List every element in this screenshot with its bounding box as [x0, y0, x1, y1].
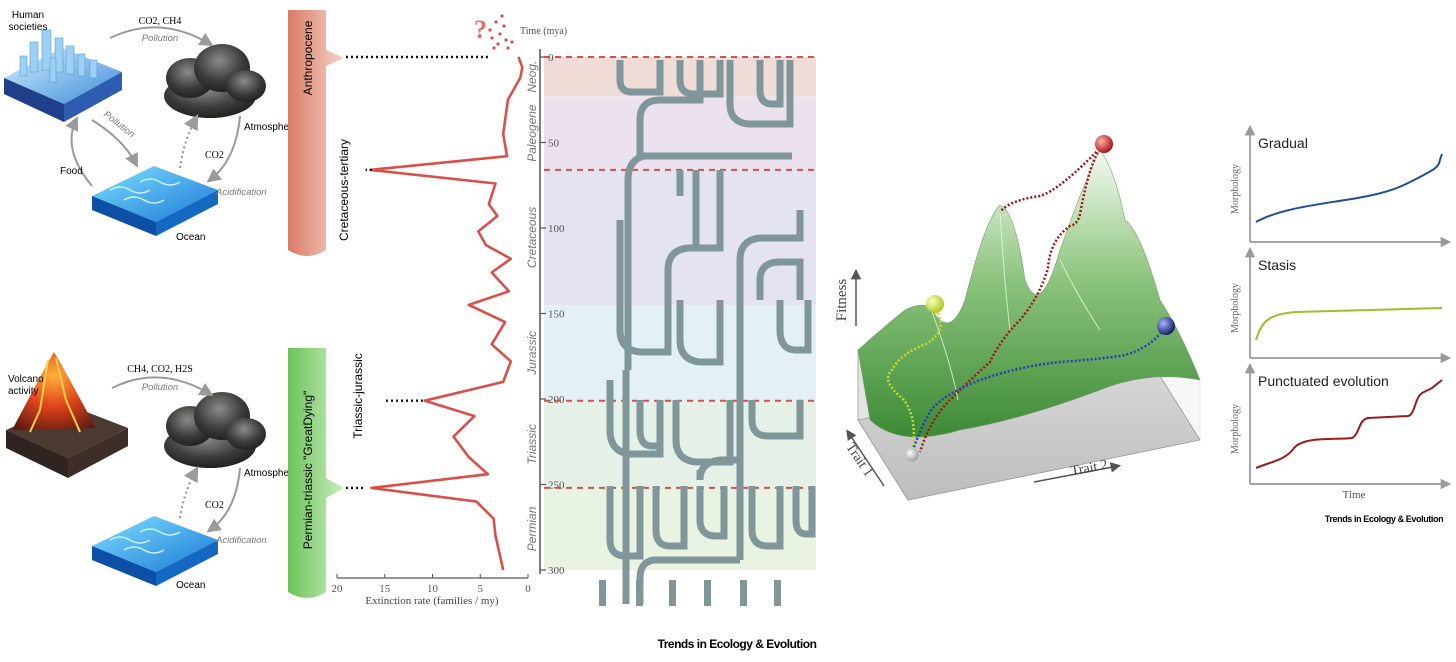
future-dot [500, 14, 504, 18]
pollution-arrow-side [91, 119, 138, 168]
co2-label-bottom: CO2 [205, 500, 224, 511]
tree-tips [599, 580, 781, 606]
rate-tick-label: 15 [379, 583, 391, 595]
period-label: Triassic [525, 424, 539, 464]
time-tick-label: 0 [548, 52, 554, 64]
time-tick-label: 300 [548, 565, 565, 577]
gas-label-bottom: CH4, CO2, H2S [127, 364, 193, 375]
rate-tick-label: 20 [332, 583, 344, 595]
mode-title: Stasis [1258, 257, 1296, 273]
time-tick-label: 50 [548, 138, 560, 150]
period-label: Permian [525, 506, 539, 551]
food-label: Food [60, 166, 83, 177]
ocean-tile-icon-bottom [92, 516, 218, 586]
city-tile-icon [4, 29, 122, 122]
cloud-icon-bottom [164, 392, 266, 468]
human-label-line1: Human [12, 10, 44, 21]
pollution-label-bottom: Pollution [142, 382, 178, 393]
volcano-label-line2: activity [8, 386, 39, 397]
period-band [544, 400, 816, 488]
co2-label-top: CO2 [205, 150, 224, 161]
cretaceous-event-label: Cretaceous-tertiary [337, 139, 351, 241]
mode-ylabel: Morphology [1230, 164, 1241, 214]
period-label: Cretaceous [525, 207, 539, 268]
pollution-label-side: Pollution [101, 109, 136, 140]
acidification-label-top: Acidification [215, 187, 267, 198]
ocean-tile-icon-top [92, 166, 218, 236]
credit-center: Trends in Ecology & Evolution [658, 637, 817, 651]
anthropocene-label: Anthropocene [301, 20, 315, 95]
future-dot [502, 24, 506, 28]
pollution-arrow-top [109, 26, 214, 47]
future-dot [504, 38, 508, 42]
question-mark: ? [474, 15, 487, 44]
future-dot [506, 46, 510, 50]
rate-tick-label: 5 [478, 583, 484, 595]
period-label: Neog. [525, 61, 539, 93]
triassic-event-label: Triassic-jurassic [351, 353, 365, 439]
blue-ball-icon [1157, 317, 1175, 335]
pollution-label-top: Pollution [142, 33, 178, 44]
time-tick-label: 150 [548, 309, 565, 321]
ocean-label-bottom: Ocean [176, 580, 205, 591]
anthropocene-banner: Anthropocene [288, 10, 344, 256]
time-tick-label: 100 [548, 223, 565, 235]
credit-right: Trends in Ecology & Evolution [1325, 514, 1443, 524]
rate-tick-label: 0 [525, 583, 531, 595]
mode-title: Gradual [1258, 135, 1308, 151]
phylogeny-tree [606, 60, 816, 604]
mode-curve [1255, 307, 1443, 341]
trait1-label: Trait 1 [842, 440, 875, 479]
time-tick-label: 250 [548, 480, 565, 492]
ocean-label-top: Ocean [176, 232, 205, 243]
future-dot [488, 28, 492, 32]
gas-label-top: CO2, CH4 [139, 16, 182, 27]
mode-ylabel: Morphology [1230, 404, 1241, 454]
mode-title: Punctuated evolution [1258, 373, 1389, 389]
future-dot [492, 46, 496, 50]
modes-xlabel: Time [1343, 489, 1366, 501]
period-label: Paleogene [525, 104, 539, 162]
atmosphere-label-bottom: Atmosphere [244, 468, 298, 479]
volcano-cycle: Volcano activity CH4, CO2, H2S Pollution… [6, 352, 298, 591]
mode-curve [1255, 379, 1443, 469]
trait2-label: Trait 2 [1070, 458, 1109, 480]
future-dot [490, 36, 494, 40]
permian-label: Permian-triassic "GreatDying" [301, 391, 315, 550]
food-arrow [65, 116, 93, 187]
period-band [544, 487, 816, 570]
future-dot [494, 20, 498, 24]
fitness-landscape: Fitness Trait 1 Trait 2 [834, 135, 1201, 502]
acidification-arrow-bottom [206, 467, 241, 533]
acidification-arrow-top [206, 115, 241, 183]
rate-tick-label: 10 [427, 583, 439, 595]
permian-banner: Permian-triassic "GreatDying" [288, 348, 344, 598]
volcano-label-line1: Volcano [8, 374, 44, 385]
red-ball-icon [1095, 135, 1113, 153]
co2-arrow-bottom [178, 465, 199, 519]
co2-arrow-top [178, 113, 199, 169]
mode-ylabel: Morphology [1230, 283, 1241, 333]
future-dot [510, 40, 514, 44]
grey-ball-icon [905, 448, 919, 462]
human-cycle: Human societies CO2, CH4 Pollution Pollu… [4, 10, 298, 243]
human-label-line2: societies [9, 22, 48, 33]
volcano-icon [6, 352, 128, 478]
period-label: Jurassic [525, 331, 539, 376]
mode-curve [1255, 153, 1443, 223]
acidification-label-bottom: Acidification [215, 535, 267, 546]
rate-axis-label: Extinction rate (families / my) [365, 595, 499, 607]
extinction-rate-line [369, 56, 524, 571]
future-dot [496, 42, 500, 46]
atmosphere-label-top: Atmosphere [244, 122, 298, 133]
evolution-modes: Gradual Morphology Stasis Morphology Punctua… [1230, 124, 1452, 490]
time-axis-label: Time (mya) [520, 26, 567, 37]
pollution-arrow-bottom [111, 376, 214, 397]
cloud-icon-top [164, 44, 266, 118]
future-dot [498, 32, 502, 36]
fitness-label: Fitness [834, 279, 850, 322]
yellow-ball-icon [926, 295, 944, 313]
